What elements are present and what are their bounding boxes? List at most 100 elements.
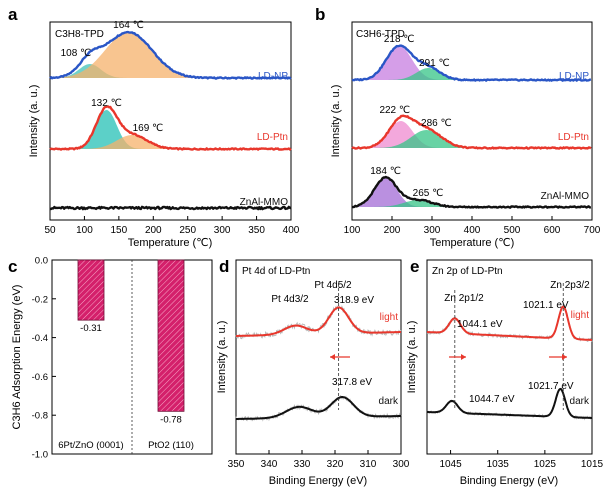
category-label-6pt-zno-0001: 6Pt/ZnO (0001) bbox=[58, 440, 123, 451]
panel-b-xtick-label: 400 bbox=[464, 225, 481, 236]
peak-name-zn-2p3-2: Zn 2p3/2 bbox=[550, 280, 590, 291]
shift-arrow-head bbox=[330, 354, 335, 360]
category-label-pto2-110: PtO2 (110) bbox=[148, 440, 194, 451]
panel-a-ticks: 50 100 150 200 250 300 350 400 bbox=[44, 216, 300, 236]
panel-b-ylabel: Intensity (a. u.) bbox=[330, 85, 342, 158]
series-line-ld-np bbox=[49, 30, 292, 80]
series-line-ld-ptn bbox=[49, 105, 292, 151]
peak-fill-ld-ptn-222 bbox=[352, 121, 592, 148]
panel-e-xtick-label: 1045 bbox=[439, 459, 462, 470]
peak-fill-znal-mmo-265 bbox=[352, 200, 592, 207]
panel-a-xtick-label: 250 bbox=[179, 225, 196, 236]
panel-d-frame bbox=[235, 259, 402, 455]
peak-name-zn-2p1-2: Zn 2p1/2 bbox=[444, 293, 484, 304]
series-label-znal-mmo: ZnAl-MMO bbox=[240, 197, 289, 208]
series-tag-dark: dark bbox=[570, 396, 590, 407]
peak-label-znal-mmo-184: 184 ℃ bbox=[370, 166, 401, 177]
panel-d-ylabel: Intensity (a. u.) bbox=[216, 321, 228, 394]
energy-label-dark-0: 317.8 eV bbox=[332, 377, 372, 388]
panel-a-xtick-label: 150 bbox=[111, 225, 128, 236]
panel-b-label: b bbox=[315, 5, 325, 24]
panel-a-xtick-label: 350 bbox=[248, 225, 265, 236]
series-tag-light: light bbox=[571, 310, 590, 321]
series-tag-dark: dark bbox=[379, 396, 399, 407]
panel-d-label: d bbox=[219, 257, 229, 276]
panel-a-xlabel: Temperature (℃) bbox=[128, 237, 213, 249]
bar-value-label-pto2-110: -0.78 bbox=[160, 414, 182, 425]
peak-label-znal-mmo-265: 265 ℃ bbox=[413, 188, 444, 199]
series-label-ld-ptn: LD-Ptn bbox=[257, 132, 288, 143]
panel-e-frame bbox=[426, 259, 593, 455]
panel-d-ticks: 350 340 330 320 310 300 bbox=[228, 450, 410, 470]
panel-c-ytick-label: 0.0 bbox=[35, 256, 48, 267]
panel-e-xtick-label: 1035 bbox=[487, 459, 510, 470]
peak-name-pt-4d3-2: Pt 4d3/2 bbox=[271, 294, 309, 305]
peak-fill-ld-ptn-286 bbox=[352, 130, 592, 148]
panel-d-xtick-label: 300 bbox=[393, 459, 410, 470]
fit-line-dark bbox=[236, 396, 401, 420]
panel-c-ytick-label: -0.2 bbox=[32, 294, 48, 305]
shift-arrow-head bbox=[562, 354, 567, 360]
panel-e-ylabel: Intensity (a. u.) bbox=[406, 321, 418, 394]
peak-label-ld-np-108: 108 ℃ bbox=[61, 48, 92, 59]
series-line-ld-np bbox=[351, 44, 592, 82]
panel-d-xtick-label: 350 bbox=[228, 459, 245, 470]
bar-pto2-110 bbox=[157, 259, 185, 412]
bar-value-label-6pt-zno-0001: -0.31 bbox=[80, 323, 102, 334]
panel-e-xtick-label: 1025 bbox=[534, 459, 557, 470]
panel-b-xtick-label: 700 bbox=[584, 225, 601, 236]
panel-d-xtick-label: 310 bbox=[360, 459, 377, 470]
panel-e-plot: light 1044.1 eV 1021.1 eV dark 1044.7 eV 1021… bbox=[426, 280, 593, 421]
panel-b-xtick-label: 300 bbox=[424, 225, 441, 236]
series-label-ld-np: LD-NP bbox=[258, 71, 288, 82]
fit-line-light bbox=[427, 305, 592, 341]
panel-a-xtick-label: 200 bbox=[145, 225, 162, 236]
peak-label-ld-np-164: 164 ℃ bbox=[113, 20, 144, 31]
panel-b-xlabel: Temperature (℃) bbox=[430, 237, 515, 249]
panel-b-xtick-label: 600 bbox=[544, 225, 561, 236]
energy-label-dark-1: 1021.7 eV bbox=[528, 381, 574, 392]
panel-a-xtick-label: 400 bbox=[283, 225, 300, 236]
bar-6pt-zno-0001 bbox=[77, 259, 105, 321]
fit-line-light bbox=[236, 306, 401, 337]
series-label-znal-mmo: ZnAl-MMO bbox=[541, 191, 590, 202]
panel-d-inset-title: Pt 4d of LD-Ptn bbox=[242, 266, 310, 277]
panel-b-ticks: 100 200 300 400 500 600 700 bbox=[344, 216, 601, 236]
panel-c-label: c bbox=[8, 257, 17, 276]
series-line-znal-mmo bbox=[351, 175, 592, 209]
panel-a: a C3H8-TPD LD-NP 108 ℃ 164 ℃ LD-Ptn 132 ℃ 169… bbox=[8, 5, 300, 249]
panel-d: d Pt 4d of LD-Ptn light 318.9 eV dark 317.8… bbox=[216, 257, 410, 487]
panel-a-inset-title: C3H8-TPD bbox=[55, 29, 104, 40]
raw-data-light bbox=[235, 304, 402, 340]
panel-d-xlabel: Binding Energy (eV) bbox=[269, 475, 367, 487]
series-label-ld-ptn: LD-Ptn bbox=[558, 132, 589, 143]
panel-b-plot: LD-NP 218 ℃ 291 ℃ LD-Ptn 222 ℃ 286 ℃ ZnAl-MMO 1… bbox=[351, 34, 592, 209]
peak-fill-ld-np-218 bbox=[352, 46, 592, 80]
panel-e-inset-title: Zn 2p of LD-Ptn bbox=[432, 266, 503, 277]
peak-label-ld-ptn-286: 286 ℃ bbox=[421, 118, 452, 129]
panel-a-xtick-label: 100 bbox=[76, 225, 93, 236]
panel-b-inset-title: C3H6-TPD bbox=[356, 29, 405, 40]
series-line-ld-ptn bbox=[351, 114, 592, 150]
energy-label-light-0: 318.9 eV bbox=[334, 295, 374, 306]
peak-label-ld-np-218: 218 ℃ bbox=[384, 34, 415, 45]
panel-c-ylabel: C3H6 Adsorption Energy (eV) bbox=[11, 285, 23, 430]
panel-e: e Zn 2p of LD-Ptn light 1044.1 eV 1021.1 e… bbox=[406, 257, 604, 487]
series-line-znal-mmo bbox=[49, 205, 292, 211]
peak-fill-ld-ptn-132 bbox=[50, 110, 291, 149]
peak-fill-znal-mmo-184 bbox=[352, 178, 592, 207]
panel-c-ytick-label: -1.0 bbox=[32, 450, 48, 461]
panel-c-ytick-label: -0.4 bbox=[32, 333, 48, 344]
panel-b-xtick-label: 500 bbox=[504, 225, 521, 236]
panel-e-label: e bbox=[410, 257, 419, 276]
panel-b: b C3H6-TPD LD-NP 218 ℃ 291 ℃ LD-Ptn 222 ℃ 286… bbox=[315, 5, 601, 249]
panel-a-plot: LD-NP 108 ℃ 164 ℃ LD-Ptn 132 ℃ 169 ℃ ZnAl-MMO bbox=[49, 20, 292, 211]
panel-e-ticks: 1045 1035 1025 1015 bbox=[439, 450, 604, 470]
panel-d-plot: light 318.9 eV dark 317.8 eV Pt 4d3/2 Pt 4d5/… bbox=[235, 280, 402, 422]
peak-fill-ld-ptn-169 bbox=[50, 135, 291, 149]
energy-label-dark-0: 1044.7 eV bbox=[469, 394, 515, 405]
panel-b-xtick-label: 100 bbox=[344, 225, 361, 236]
panel-d-xtick-label: 330 bbox=[294, 459, 311, 470]
panel-a-frame bbox=[49, 21, 292, 221]
